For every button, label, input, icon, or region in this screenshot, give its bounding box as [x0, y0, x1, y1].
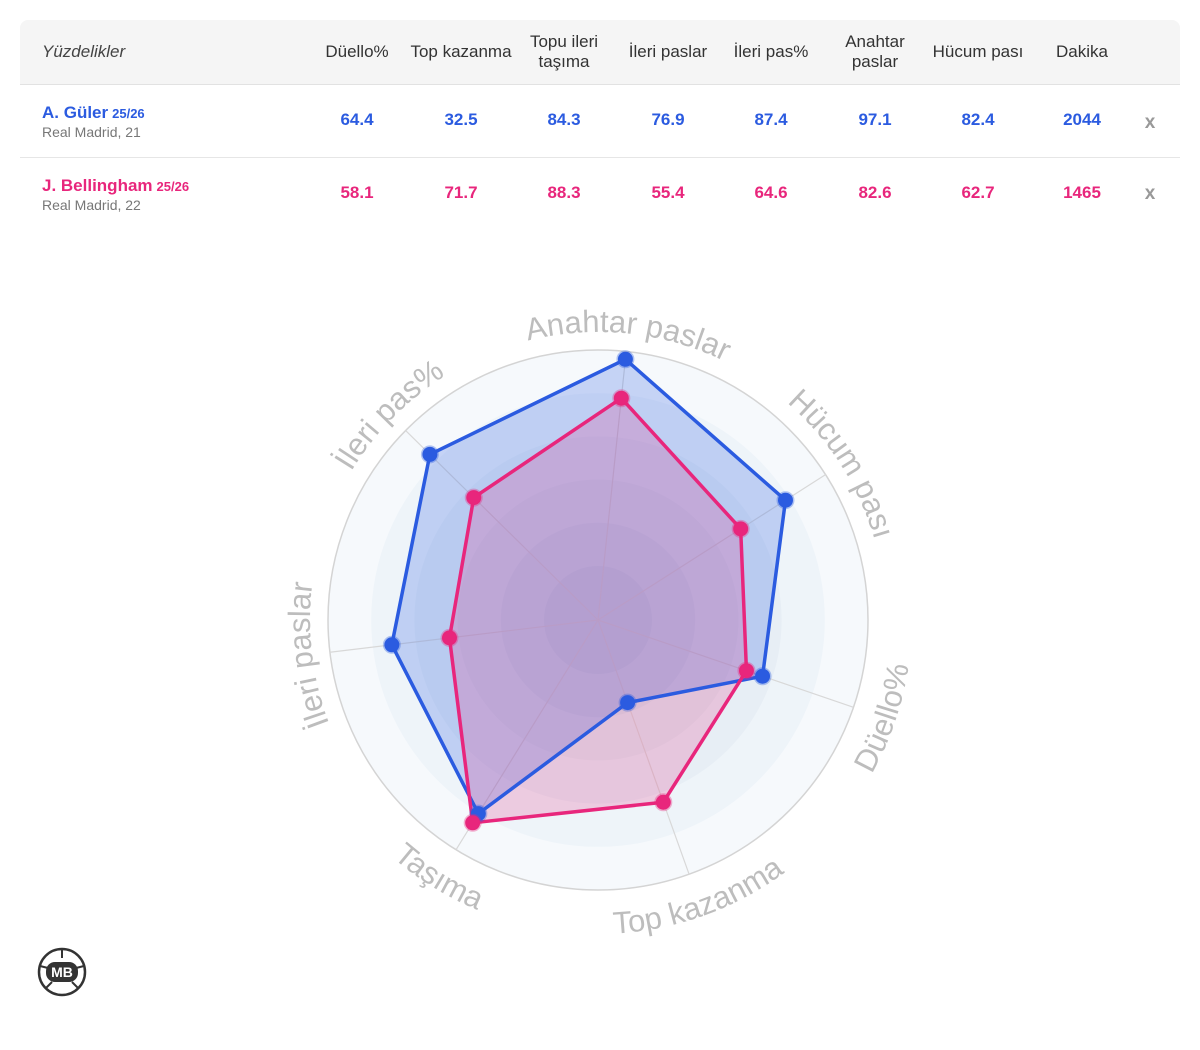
- column-header-ball-recovery[interactable]: Top kazanma: [410, 42, 512, 61]
- value-key-passes: 97.1: [858, 110, 892, 129]
- value-minutes: 1465: [1063, 183, 1101, 202]
- value-forward-passes: 76.9: [651, 110, 685, 129]
- data-point: [776, 491, 795, 510]
- table-row: A. Güler 25/26 Real Madrid, 21 64.4 32.5 …: [20, 85, 1180, 158]
- player-name[interactable]: J. Bellingham: [42, 176, 153, 195]
- player-name[interactable]: A. Güler: [42, 103, 109, 122]
- percentiles-table: Yüzdelikler Düello% Top kazanma Topu ile…: [20, 20, 1180, 228]
- value-forward-passes: 55.4: [651, 183, 685, 202]
- series-area: [449, 398, 747, 823]
- value-key-passes: 82.6: [858, 183, 892, 202]
- data-point: [616, 350, 635, 369]
- data-point: [440, 628, 459, 647]
- football-logo-icon: MB: [37, 947, 87, 997]
- data-point: [382, 635, 401, 654]
- column-header-progressive-carry[interactable]: Topu ileri taşıma: [529, 32, 599, 71]
- radar-spoke: [329, 619, 599, 653]
- data-point: [731, 519, 750, 538]
- value-minutes: 2044: [1063, 110, 1101, 129]
- data-point: [737, 661, 756, 680]
- value-attacking-pass: 82.4: [961, 110, 995, 129]
- logo-text: MB: [51, 964, 73, 980]
- player-team: Real Madrid, 22: [42, 197, 141, 213]
- player-season: 25/26: [156, 179, 190, 194]
- value-progressive-carry: 84.3: [547, 110, 581, 129]
- data-point: [612, 389, 631, 408]
- player-team: Real Madrid, 21: [42, 124, 141, 140]
- column-header-forward-pass-pct[interactable]: İleri pas%: [733, 42, 809, 61]
- series-line: [447, 396, 749, 825]
- column-header-minutes[interactable]: Dakika: [1056, 42, 1108, 61]
- column-header-duel[interactable]: Düello%: [325, 42, 389, 61]
- series-line: [390, 357, 788, 816]
- column-header-attacking-pass[interactable]: Hücum pası: [932, 42, 1024, 61]
- data-point: [618, 693, 637, 712]
- player-info: A. Güler 25/26 Real Madrid, 21: [42, 103, 145, 140]
- value-duel: 64.4: [340, 110, 374, 129]
- table-title: Yüzdelikler: [42, 42, 126, 61]
- data-point: [420, 445, 439, 464]
- column-header-key-passes[interactable]: Anahtar paslar: [845, 32, 905, 71]
- value-ball-recovery: 32.5: [444, 110, 478, 129]
- radar-spoke: [597, 619, 690, 875]
- value-forward-pass-pct: 87.4: [754, 110, 788, 129]
- radar-spoke: [405, 430, 599, 621]
- table-row: J. Bellingham 25/26 Real Madrid, 22 58.1 …: [20, 158, 1180, 228]
- value-attacking-pass: 62.7: [961, 183, 995, 202]
- player-season: 25/26: [112, 106, 145, 121]
- value-forward-pass-pct: 64.6: [754, 183, 788, 202]
- data-point: [463, 813, 482, 832]
- data-point: [464, 488, 483, 507]
- value-ball-recovery: 71.7: [444, 183, 478, 202]
- column-header-forward-passes[interactable]: İleri paslar: [628, 42, 708, 61]
- remove-player-button[interactable]: x: [1144, 183, 1156, 204]
- value-duel: 58.1: [340, 183, 374, 202]
- data-point: [753, 667, 772, 686]
- value-progressive-carry: 88.3: [547, 183, 581, 202]
- series-area: [391, 359, 786, 814]
- remove-player-button[interactable]: x: [1144, 112, 1156, 133]
- radar-spoke: [597, 619, 854, 708]
- player-info: J. Bellingham 25/26 Real Madrid, 22: [42, 176, 189, 213]
- table-header: Yüzdelikler Düello% Top kazanma Topu ile…: [20, 20, 1180, 85]
- axis-label: İleri paslar: [282, 580, 336, 733]
- data-point: [654, 793, 673, 812]
